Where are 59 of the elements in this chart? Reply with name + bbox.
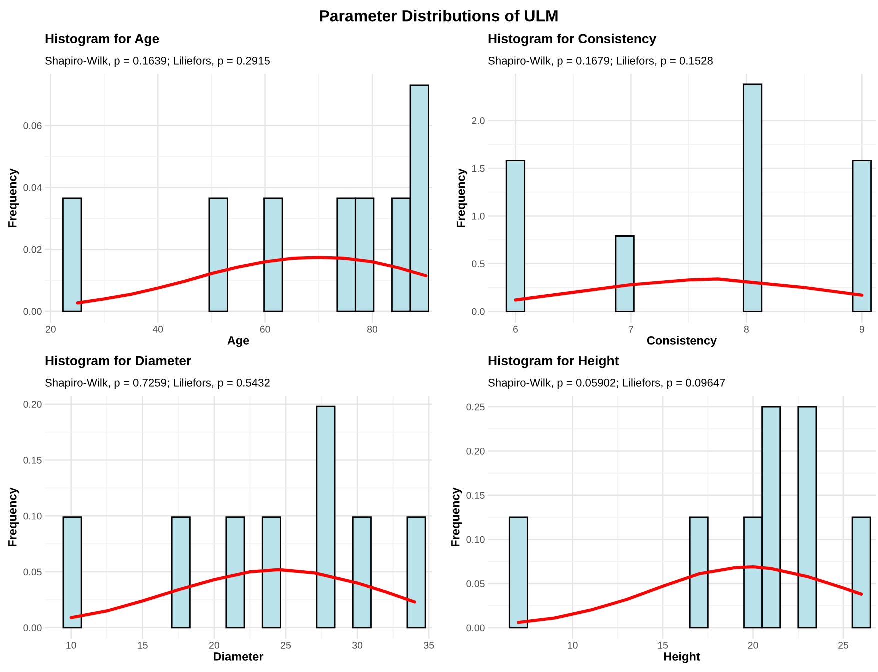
chart-title: Histogram for Consistency (488, 34, 657, 46)
y-tick-label: 0.15 (24, 457, 42, 464)
chart-subtitle: Shapiro-Wilk, p = 0.05902; Liliefors, p = 0.09647 (488, 378, 726, 390)
y-tick-label: 2.0 (472, 118, 485, 124)
y-tick-label: 1.5 (472, 165, 485, 172)
x-axis-title: Height (664, 652, 700, 664)
x-tick-label: 15 (658, 642, 668, 649)
x-tick-label: 8 (744, 326, 749, 333)
y-tick-label: 0.00 (24, 624, 42, 632)
x-tick-label: 15 (138, 642, 148, 649)
y-axis-title: Frequency (456, 168, 468, 228)
x-axis-title: Diameter (214, 652, 264, 661)
x-axis-title: Age (228, 336, 250, 348)
chart-subtitle: Shapiro-Wilk, p = 0.1639; Liliefors, p = 0.2915 (46, 56, 270, 68)
chart-title: Histogram for Diameter (46, 356, 192, 368)
y-tick-label: 0.10 (24, 512, 42, 520)
x-tick-label: 80 (368, 326, 378, 333)
y-axis-title: Frequency (8, 488, 20, 547)
y-tick-label: 0.15 (466, 492, 485, 500)
x-tick-label: 6 (514, 326, 518, 333)
y-tick-label: 0.5 (472, 260, 485, 268)
y-tick-label: 0.00 (466, 624, 485, 632)
x-tick-label: 35 (424, 642, 434, 649)
x-tick-label: 20 (46, 326, 56, 333)
y-tick-label: 0.06 (24, 122, 42, 130)
line-series (517, 565, 864, 624)
x-tick-label: 25 (281, 642, 292, 649)
y-tick-label: 0.0 (472, 308, 485, 316)
x-tick-label: 10 (568, 642, 578, 649)
y-tick-label: 0.20 (466, 448, 485, 455)
y-tick-label: 0.05 (466, 580, 485, 588)
line-series (70, 568, 416, 620)
chart-subtitle: Shapiro-Wilk, p = 0.1679; Liliefors, p = 0.1528 (488, 56, 713, 68)
y-tick-label: 0.00 (24, 308, 42, 316)
x-tick-label: 30 (352, 642, 363, 649)
y-axis-title: Frequency (452, 488, 462, 547)
x-tick-label: 7 (628, 326, 634, 333)
chart-title: Histogram for Age (46, 34, 160, 46)
y-tick-label: 0.05 (24, 568, 42, 576)
x-tick-label: 20 (210, 642, 220, 649)
line-series (514, 278, 864, 302)
x-tick-label: 25 (838, 642, 849, 649)
x-tick-label: 60 (260, 326, 270, 333)
x-tick-label: 10 (66, 642, 76, 649)
y-tick-label: 0.25 (466, 404, 485, 411)
line-series (76, 256, 428, 305)
y-axis-title: Frequency (8, 168, 20, 228)
x-tick-label: 40 (152, 326, 164, 333)
y-tick-label: 0.04 (24, 184, 42, 192)
y-tick-label: 0.10 (466, 536, 485, 544)
x-tick-label: 9 (860, 326, 864, 333)
text: Parameter Distributions of ULM (320, 10, 558, 22)
y-tick-label: 0.02 (24, 246, 42, 254)
y-tick-label: 1.0 (472, 212, 485, 220)
chart-subtitle: Shapiro-Wilk, p = 0.7259; Liliefors, p = 0.5432 (46, 378, 270, 390)
x-axis-title: Consistency (647, 336, 718, 348)
chart-title: Histogram for Height (488, 356, 620, 368)
y-tick-label: 0.20 (24, 401, 42, 408)
x-tick-label: 20 (748, 642, 758, 649)
